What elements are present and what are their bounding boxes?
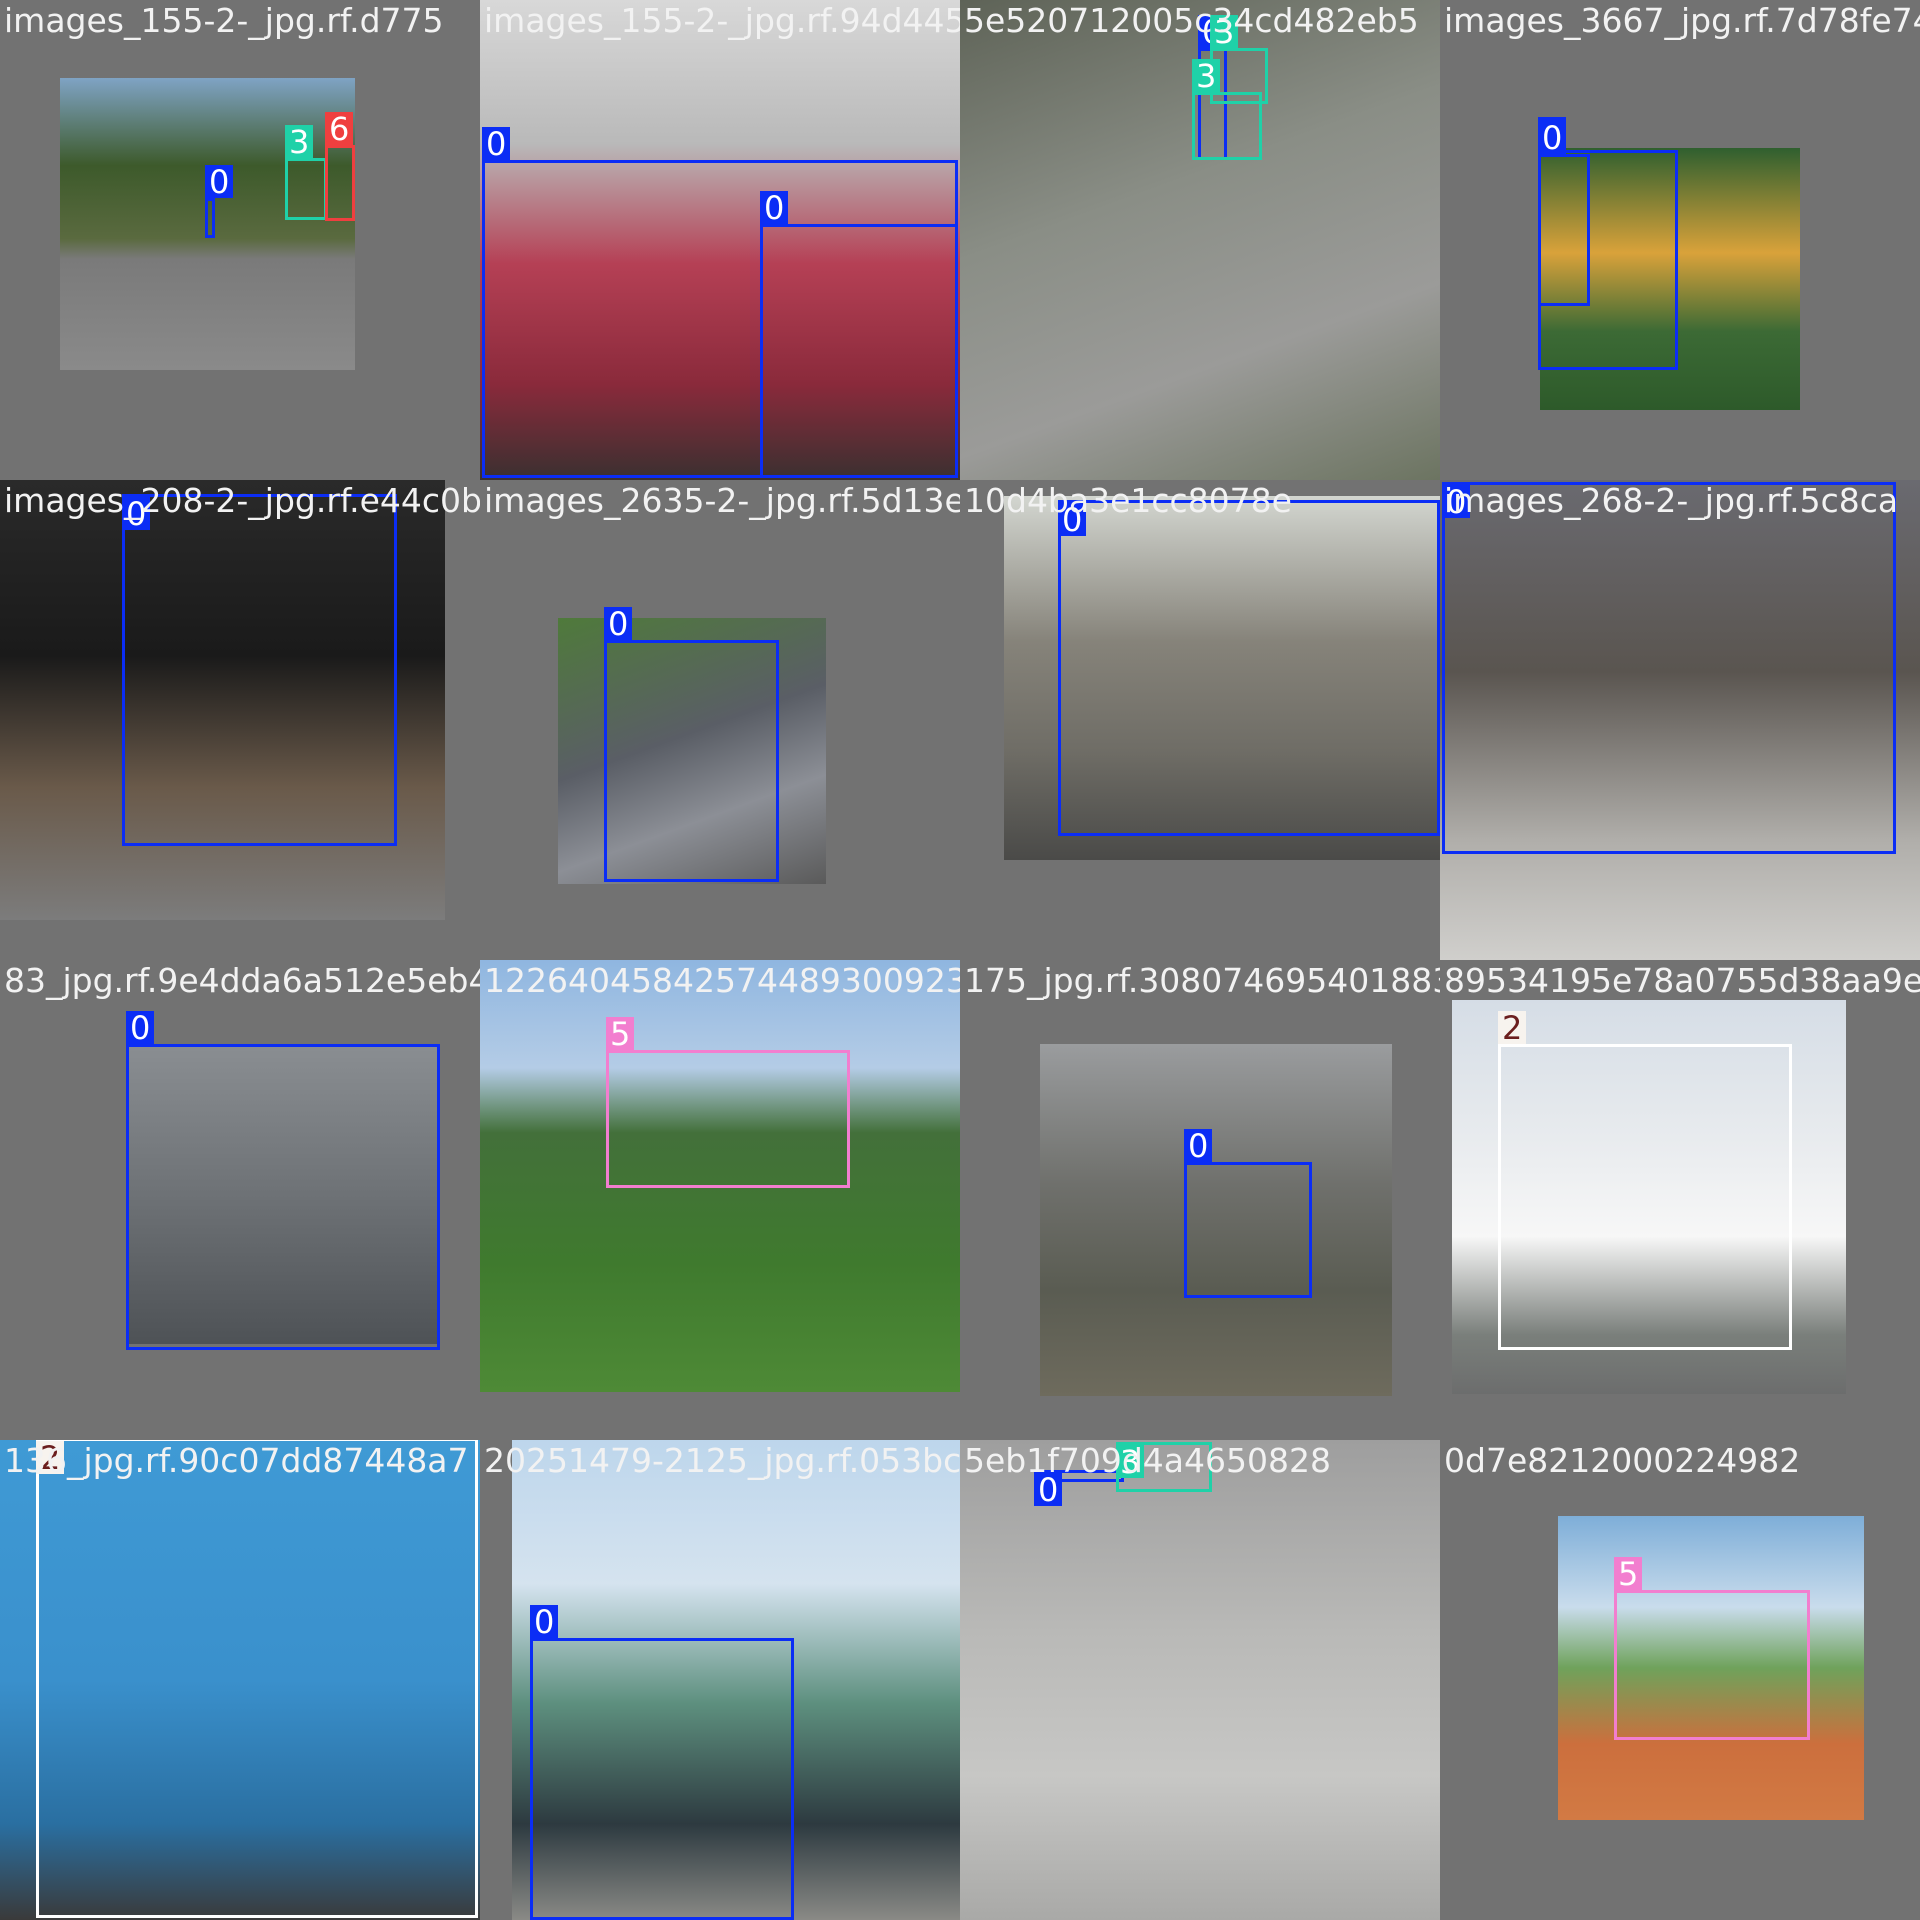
bounding-box: 0 xyxy=(1538,121,1590,306)
image-tile: 89534195e78a0755d38aa9eb 2 xyxy=(1440,960,1920,1440)
image-filename: 10d4ba3e1cc8078e xyxy=(964,481,1292,520)
class-label: 0 xyxy=(126,1011,155,1045)
class-label: 0 xyxy=(1442,485,1471,519)
photo xyxy=(512,1440,960,1920)
bounding-box: 0 xyxy=(1442,482,1896,854)
image-filename: images_155-2-_jpg.rf.94d445e9207020 xyxy=(484,1,960,40)
bounding-box: 0 xyxy=(1184,1129,1312,1298)
image-tile: 10d4ba3e1cc8078e 0 xyxy=(960,480,1440,960)
bounding-box: 3 xyxy=(1192,59,1262,160)
bounding-box: 3 xyxy=(285,125,327,220)
photo xyxy=(0,1440,480,1920)
image-tile: 0d7e8212000224982 5 xyxy=(1440,1440,1920,1920)
photo xyxy=(960,1440,1440,1920)
photo xyxy=(1040,1044,1392,1396)
class-label: 0 xyxy=(482,127,511,161)
image-tile: 5e520712005c34cd482eb5033 xyxy=(960,0,1440,480)
class-label: 3 xyxy=(285,125,314,159)
bounding-box: 0 xyxy=(760,191,958,478)
image-filename: images_3667_jpg.rf.7d78fe74 xyxy=(1444,1,1920,40)
image-tile: images_155-2-_jpg.rf.94d445e9207020 0 0 xyxy=(480,0,960,480)
class-label: 5 xyxy=(606,1017,635,1051)
image-tile: images_155-2-_jpg.rf.d775 0 3 6 xyxy=(0,0,480,480)
class-label: 2 xyxy=(1498,1011,1527,1045)
image-filename: 136_jpg.rf.90c07dd87448a7 xyxy=(4,1441,469,1480)
photo xyxy=(1540,148,1800,410)
bounding-box: 0 xyxy=(1034,1470,1124,1507)
image-filename: 5e520712005c34cd482eb5 xyxy=(964,1,1419,40)
image-tile: 5eb1f709d4a4650828 0 3 xyxy=(960,1440,1440,1920)
class-label: 0 xyxy=(604,607,633,641)
image-tile: 20251479-2125_jpg.rf.053bc 0 xyxy=(480,1440,960,1920)
image-filename: 175_jpg.rf.308074695401883b xyxy=(964,961,1440,1000)
class-label: 0 xyxy=(1058,503,1087,537)
bounding-box: 5 xyxy=(1614,1557,1810,1740)
class-label: 3 xyxy=(1210,15,1239,49)
image-tile: images_268-2-_jpg.rf.5c8ca 0 xyxy=(1440,480,1920,960)
bounding-box: 6 xyxy=(325,112,355,221)
photo xyxy=(126,1044,438,1344)
image-tile: 136_jpg.rf.90c07dd87448a7 2 xyxy=(0,1440,480,1920)
bounding-box: 0 xyxy=(530,1605,794,1920)
photo xyxy=(480,960,960,1392)
photo xyxy=(1440,480,1920,960)
class-label: 0 xyxy=(530,1605,559,1639)
photo xyxy=(1004,496,1440,860)
bounding-box: 3 xyxy=(1116,1442,1212,1492)
bounding-box: 0 xyxy=(205,165,234,238)
image-filename: 89534195e78a0755d38aa9eb xyxy=(1444,961,1920,1000)
photo xyxy=(1452,1000,1846,1394)
image-filename: 83_jpg.rf.9e4dda6a512e5eb4 xyxy=(4,961,480,1000)
image-filename: 1226404584257448930092338 xyxy=(484,961,960,1000)
class-label: 3 xyxy=(1192,59,1221,93)
bounding-box: 2 xyxy=(1498,1011,1792,1350)
bounding-box: 0 xyxy=(1058,500,1440,836)
image-filename: images_268-2-_jpg.rf.5c8ca xyxy=(1444,481,1899,520)
image-tile: images_2635-2-_jpg.rf.5d13e8 0 xyxy=(480,480,960,960)
image-filename: images_208-2-_jpg.rf.e44c0b2987b723538c2 xyxy=(4,481,480,520)
class-label: 3 xyxy=(1116,1445,1145,1479)
image-tile: 175_jpg.rf.308074695401883b 0 xyxy=(960,960,1440,1440)
image-filename: 20251479-2125_jpg.rf.053bc xyxy=(484,1441,960,1480)
class-label: 0 xyxy=(1184,1129,1213,1163)
class-label: 0 xyxy=(205,165,234,199)
class-label: 2 xyxy=(36,1441,65,1475)
image-filename: images_155-2-_jpg.rf.d775 xyxy=(4,1,444,40)
class-label: 0 xyxy=(122,497,151,531)
image-filename: images_2635-2-_jpg.rf.5d13e8 xyxy=(484,481,960,520)
bounding-box: 0 xyxy=(126,1011,440,1350)
bounding-box: 5 xyxy=(606,1017,850,1188)
bounding-box: 3 xyxy=(1210,15,1268,104)
class-label: 0 xyxy=(1538,121,1567,155)
image-filename: 0d7e8212000224982 xyxy=(1444,1441,1801,1480)
class-label: 0 xyxy=(1034,1473,1063,1507)
image-tile: images_208-2-_jpg.rf.e44c0b2987b723538c2… xyxy=(0,480,480,960)
photo xyxy=(0,480,445,920)
class-label: 6 xyxy=(325,112,354,146)
class-label: 5 xyxy=(1614,1557,1643,1591)
image-tile: 1226404584257448930092338 5 xyxy=(480,960,960,1440)
image-tile: images_3667_jpg.rf.7d78fe7400 xyxy=(1440,0,1920,480)
photo xyxy=(1558,1516,1864,1820)
class-label: 0 xyxy=(760,191,789,225)
photo xyxy=(480,0,960,480)
bounding-box: 0 xyxy=(122,494,397,846)
image-filename: 5eb1f709d4a4650828 xyxy=(964,1441,1331,1480)
bounding-box: 0 xyxy=(604,607,779,882)
photo xyxy=(558,618,826,884)
bounding-box: 2 xyxy=(36,1440,478,1918)
image-tile: 83_jpg.rf.9e4dda6a512e5eb4 0 xyxy=(0,960,480,1440)
